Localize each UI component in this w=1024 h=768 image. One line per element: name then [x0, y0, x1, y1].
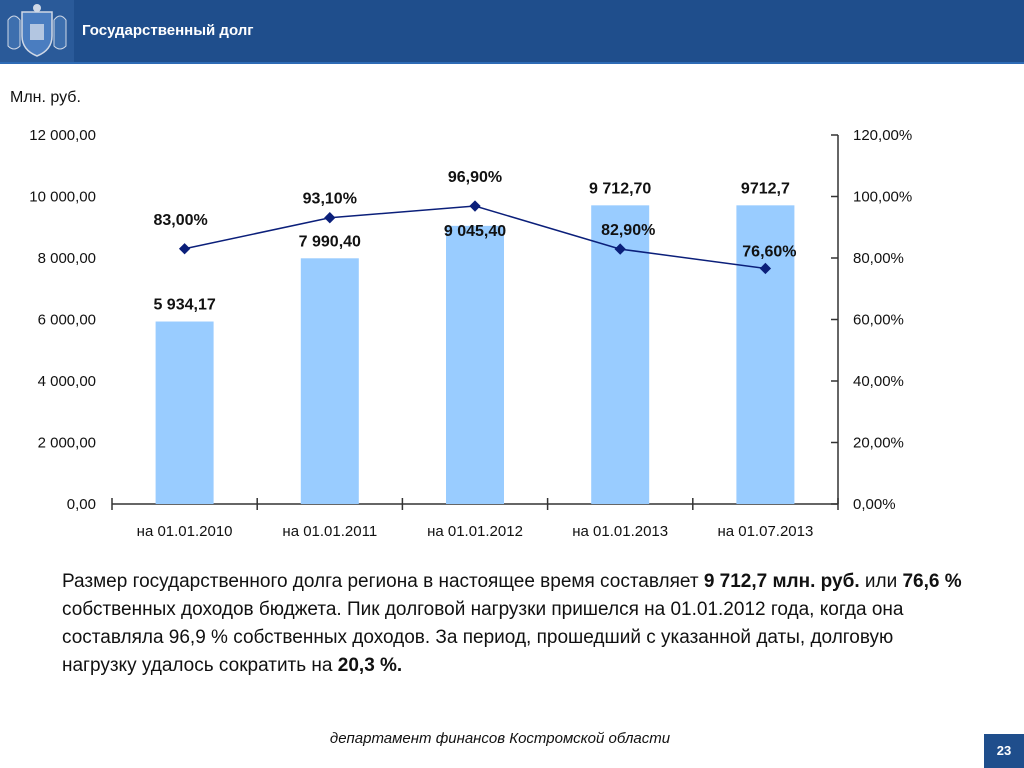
y-tick-label: 0,00 — [67, 496, 96, 513]
bar-data-label: 5 934,17 — [153, 297, 215, 314]
y-axis-right: 0,00% 20,00% 40,00% 60,00% 80,00% 100,00% 120,… — [831, 127, 912, 513]
bar-data-label: 7 990,40 — [299, 233, 361, 250]
bar-data-label: 9 712,70 — [589, 180, 651, 197]
y-tick-label: 4 000,00 — [38, 373, 96, 390]
line-point — [759, 262, 772, 275]
page-title: Государственный долг — [82, 22, 254, 39]
header-bar: Государственный долг — [0, 0, 1024, 64]
y2-tick-label: 0,00% — [853, 496, 896, 513]
x-tick-label: на 01.01.2013 — [572, 523, 668, 540]
footer-label: департамент финансов Костромской области — [329, 730, 671, 747]
y2-tick-label: 60,00% — [853, 312, 904, 329]
y-axis-left: 0,00 2 000,00 4 000,00 6 000,00 8 000,00 10 0… — [29, 127, 96, 513]
line-data-label: 83,00% — [153, 212, 207, 229]
description-segment: 76,6 % — [902, 571, 962, 592]
x-axis: на 01.01.2010 на 01.01.2011 на 01.01.2012 н… — [111, 498, 839, 540]
bars — [155, 205, 795, 504]
line-point — [469, 200, 481, 212]
footer-text: департамент финансов Костромской области — [0, 730, 1000, 747]
y-tick-label: 2 000,00 — [38, 435, 96, 452]
y-unit-label: Млн. руб. — [10, 89, 81, 106]
y-tick-label: 8 000,00 — [38, 250, 96, 267]
y2-tick-label: 40,00% — [853, 373, 904, 390]
description-segment: 20,3 %. — [337, 655, 403, 676]
description-segment: собственных доходов бюджета. Пик долгово… — [62, 599, 904, 676]
line-data-label: 93,10% — [303, 191, 357, 208]
y-tick-label: 12 000,00 — [29, 127, 96, 144]
line-point — [614, 243, 626, 255]
x-tick-label: на 01.01.2011 — [282, 523, 377, 540]
y-tick-label: 10 000,00 — [29, 189, 96, 206]
line-data-label: 76,60% — [742, 243, 796, 260]
y2-tick-label: 20,00% — [853, 435, 904, 452]
y2-tick-label: 120,00% — [853, 127, 912, 144]
bar — [736, 205, 795, 504]
x-tick-label: на 01.07.2013 — [717, 523, 813, 540]
line-data-label: 96,90% — [448, 169, 502, 186]
line-data-label: 82,90% — [601, 222, 655, 239]
line-point — [324, 212, 336, 224]
bar — [155, 321, 214, 504]
description-segment: 9 712,7 млн. руб. — [703, 571, 860, 592]
x-tick-label: на 01.01.2010 — [137, 523, 233, 540]
x-tick-label: на 01.01.2012 — [427, 523, 523, 540]
bar — [591, 205, 650, 504]
y-tick-label: 6 000,00 — [38, 312, 96, 329]
bar — [446, 225, 504, 504]
ratio-line — [178, 200, 772, 275]
description-segment: Размер государственного долга региона в … — [62, 571, 704, 592]
labels: 5 934,17 7 990,40 9 045,40 9 712,70 9712,7 83… — [153, 169, 796, 313]
page-number: 23 — [984, 734, 1024, 768]
bar-data-label: 9 045,40 — [444, 223, 506, 240]
debt-chart: Млн. руб. 0,00 2 000,00 4 000,00 6 000,00 8 … — [10, 89, 912, 540]
bar — [300, 258, 359, 504]
description-segment: или — [859, 571, 903, 592]
bar-data-label: 9712,7 — [741, 180, 790, 197]
y2-tick-label: 80,00% — [853, 250, 904, 267]
y2-tick-label: 100,00% — [853, 189, 912, 206]
coat-of-arms-icon — [0, 0, 74, 62]
line-point — [178, 243, 191, 255]
description-text: Размер государственного долга региона в … — [62, 568, 962, 680]
